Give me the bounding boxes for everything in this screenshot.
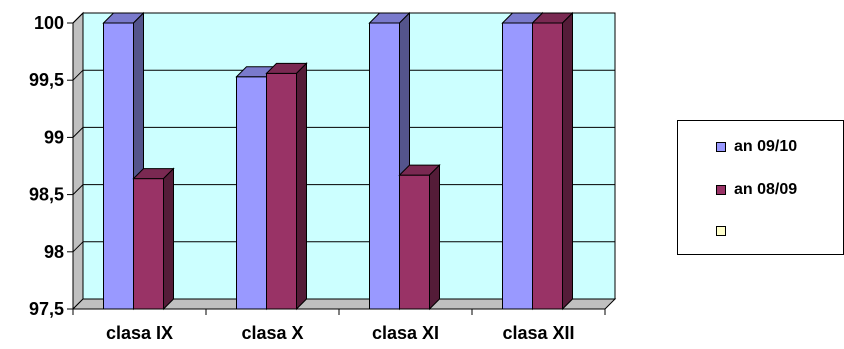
legend-item — [716, 222, 734, 240]
legend-label: an 08/09 — [734, 181, 798, 198]
y-tick-label: 99,5 — [29, 70, 64, 90]
axes — [72, 23, 606, 315]
bar-side — [296, 62, 307, 311]
y-tick-label: 98 — [44, 242, 64, 262]
legend-swatch-icon — [716, 142, 726, 152]
legend-item: an 09/10 — [716, 138, 797, 156]
bar — [103, 22, 134, 310]
bar — [399, 174, 430, 310]
gridline-side — [72, 241, 84, 253]
legend: an 09/10 an 08/09 — [677, 120, 844, 255]
gridline-side — [72, 184, 84, 195]
bar-side — [429, 163, 440, 311]
bar — [133, 178, 164, 310]
legend-swatch-icon — [716, 185, 726, 195]
y-tick-labels: 100 99,5 99 98,5 98 97,5 — [29, 13, 64, 319]
bar — [236, 76, 267, 310]
gridline-side — [72, 127, 84, 138]
y-tick-label: 100 — [34, 13, 64, 33]
gridline-side — [72, 69, 84, 81]
category-label: clasa XI — [372, 323, 439, 343]
legend-item: an 08/09 — [716, 181, 797, 199]
category-labels: clasa IX clasa X clasa XI clasa XII — [106, 323, 575, 343]
bar — [502, 22, 533, 310]
bars — [102, 11, 574, 311]
bar-side — [562, 11, 573, 311]
bar — [266, 72, 297, 310]
bar — [532, 22, 563, 310]
legend-swatch-icon — [716, 226, 726, 236]
side-wall — [72, 11, 84, 311]
y-tick-label: 99 — [44, 127, 64, 147]
bar — [369, 22, 400, 310]
y-tick-label: 97,5 — [29, 299, 64, 319]
gridline-side — [72, 12, 84, 24]
category-label: clasa X — [241, 323, 303, 343]
legend-label: an 09/10 — [734, 138, 798, 155]
y-tick-label: 98,5 — [29, 185, 64, 205]
bar-side — [163, 167, 174, 311]
category-label: clasa IX — [106, 323, 173, 343]
category-label: clasa XII — [502, 323, 574, 343]
